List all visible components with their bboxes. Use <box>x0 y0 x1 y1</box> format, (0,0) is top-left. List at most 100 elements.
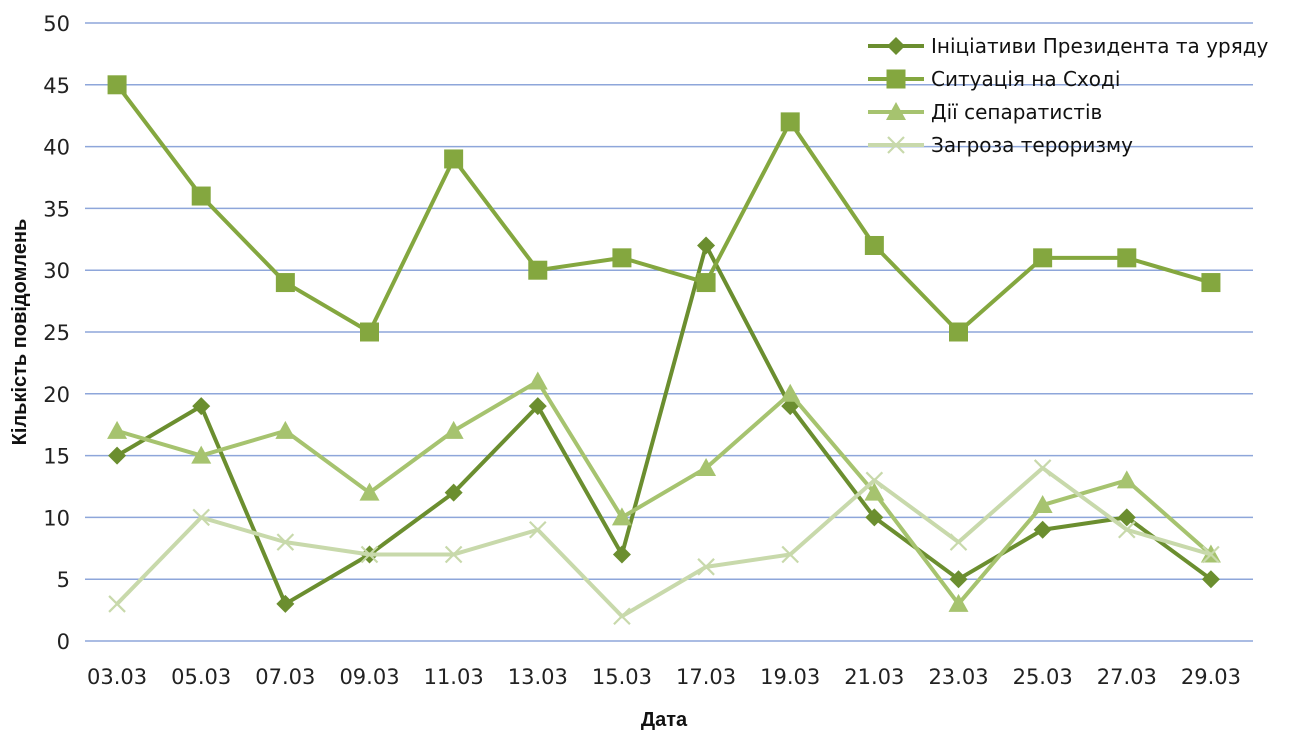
series-group <box>107 75 1221 626</box>
data-point-x <box>1033 459 1052 477</box>
x-tick-label: 13.03 <box>508 665 568 689</box>
data-point-x <box>360 545 379 564</box>
data-point-x <box>1118 520 1136 539</box>
data-point-triangle <box>527 371 548 390</box>
series-line <box>116 379 1213 606</box>
data-point-square <box>696 273 716 293</box>
data-point-triangle <box>1116 470 1137 489</box>
data-point-x <box>192 508 210 527</box>
series-1 <box>108 236 1220 613</box>
data-point-triangle <box>696 457 717 476</box>
x-axis-title: Дата <box>641 709 688 731</box>
y-tick-label: 45 <box>43 74 70 98</box>
series-line <box>116 243 1213 606</box>
data-point-diamond <box>865 508 884 527</box>
series-line <box>115 83 1212 334</box>
data-point-x <box>108 595 126 613</box>
data-point-diamond <box>108 446 127 465</box>
y-tick-label: 50 <box>43 12 70 36</box>
y-tick-label: 30 <box>43 259 70 283</box>
data-point-square <box>1117 248 1137 268</box>
data-point-diamond <box>1201 570 1220 589</box>
series-4 <box>108 459 1220 626</box>
data-point-triangle <box>864 482 885 501</box>
y-tick-label: 10 <box>43 506 70 530</box>
legend-marker-diamond <box>887 37 905 55</box>
data-point-x <box>865 471 884 490</box>
data-point-square <box>528 260 548 280</box>
data-point-triangle <box>443 420 464 439</box>
y-tick-label: 20 <box>43 383 70 407</box>
x-tick-label: 27.03 <box>1097 665 1157 689</box>
legend-item: Ситуація на Сході <box>868 67 1120 91</box>
x-tick-label: 21.03 <box>844 665 904 689</box>
x-tick-label: 29.03 <box>1181 665 1241 689</box>
data-point-x <box>1202 545 1220 564</box>
x-tick-label: 15.03 <box>592 665 652 689</box>
x-tick-label: 05.03 <box>171 665 231 689</box>
data-point-square <box>864 235 884 255</box>
series-3 <box>107 371 1221 612</box>
data-point-triangle <box>275 420 296 439</box>
y-tick-label: 35 <box>43 197 70 221</box>
data-point-triangle <box>1032 495 1053 514</box>
data-point-x <box>697 558 715 576</box>
data-point-diamond <box>528 397 547 416</box>
data-point-triangle <box>107 420 128 439</box>
data-point-diamond <box>612 545 631 564</box>
x-tick-label: 17.03 <box>676 665 736 689</box>
data-point-square <box>1033 248 1053 268</box>
x-tick-label: 23.03 <box>928 665 988 689</box>
data-point-square <box>191 186 211 206</box>
legend-item: Загроза тероризму <box>868 133 1133 157</box>
data-point-square <box>1201 273 1221 293</box>
x-tick-label: 11.03 <box>424 665 484 689</box>
x-tick-label: 25.03 <box>1013 665 1073 689</box>
legend-item: Дії сепаратистів <box>868 100 1102 124</box>
data-point-x <box>529 520 547 539</box>
series-line <box>115 465 1212 619</box>
y-tick-label: 25 <box>43 321 70 345</box>
x-tick-label: 03.03 <box>87 665 147 689</box>
data-point-triangle <box>359 482 380 501</box>
data-point-triangle <box>611 507 632 526</box>
legend-marker-square <box>886 69 906 89</box>
data-point-x <box>781 545 799 564</box>
data-point-square <box>275 273 295 293</box>
data-point-square <box>949 322 968 342</box>
data-point-triangle <box>780 383 801 402</box>
data-point-x <box>276 533 295 551</box>
data-point-diamond <box>276 594 295 613</box>
x-tick-label: 09.03 <box>339 665 399 689</box>
y-tick-label: 15 <box>43 445 70 469</box>
data-point-square <box>612 248 632 268</box>
y-tick-label: 5 <box>57 568 70 592</box>
legend-label: Дії сепаратистів <box>931 100 1102 124</box>
data-point-x <box>949 533 968 551</box>
data-point-diamond <box>1033 520 1052 539</box>
data-point-square <box>444 149 464 169</box>
legend-marker-triangle <box>886 102 906 120</box>
data-point-diamond <box>1117 508 1136 527</box>
data-point-diamond <box>444 483 463 502</box>
x-tick-label: 19.03 <box>760 665 820 689</box>
y-axis-title: Кількість повідомлень <box>9 219 31 446</box>
data-point-square <box>107 75 127 95</box>
y-tick-label: 0 <box>57 630 70 654</box>
data-point-triangle <box>191 445 212 464</box>
legend: Ініціативи Президента та уряду Ситуація н… <box>868 34 1269 157</box>
legend-label: Ініціативи Президента та уряду <box>931 34 1269 58</box>
series-2 <box>107 75 1221 342</box>
legend-item: Ініціативи Президента та уряду <box>868 34 1269 58</box>
y-axis-ticks: 0 5 10 15 20 25 30 35 40 45 50 <box>43 12 70 654</box>
data-point-triangle <box>948 593 969 612</box>
legend-label: Ситуація на Сході <box>931 67 1120 91</box>
x-axis-ticks: 03.03 05.03 07.03 09.03 11.03 13.03 15.03 17.03… <box>87 665 1241 689</box>
data-point-square <box>780 112 800 132</box>
x-tick-label: 07.03 <box>255 665 315 689</box>
data-point-square <box>360 322 379 342</box>
data-point-x <box>613 607 631 626</box>
data-point-x <box>444 545 463 564</box>
legend-label: Загроза тероризму <box>931 133 1133 157</box>
